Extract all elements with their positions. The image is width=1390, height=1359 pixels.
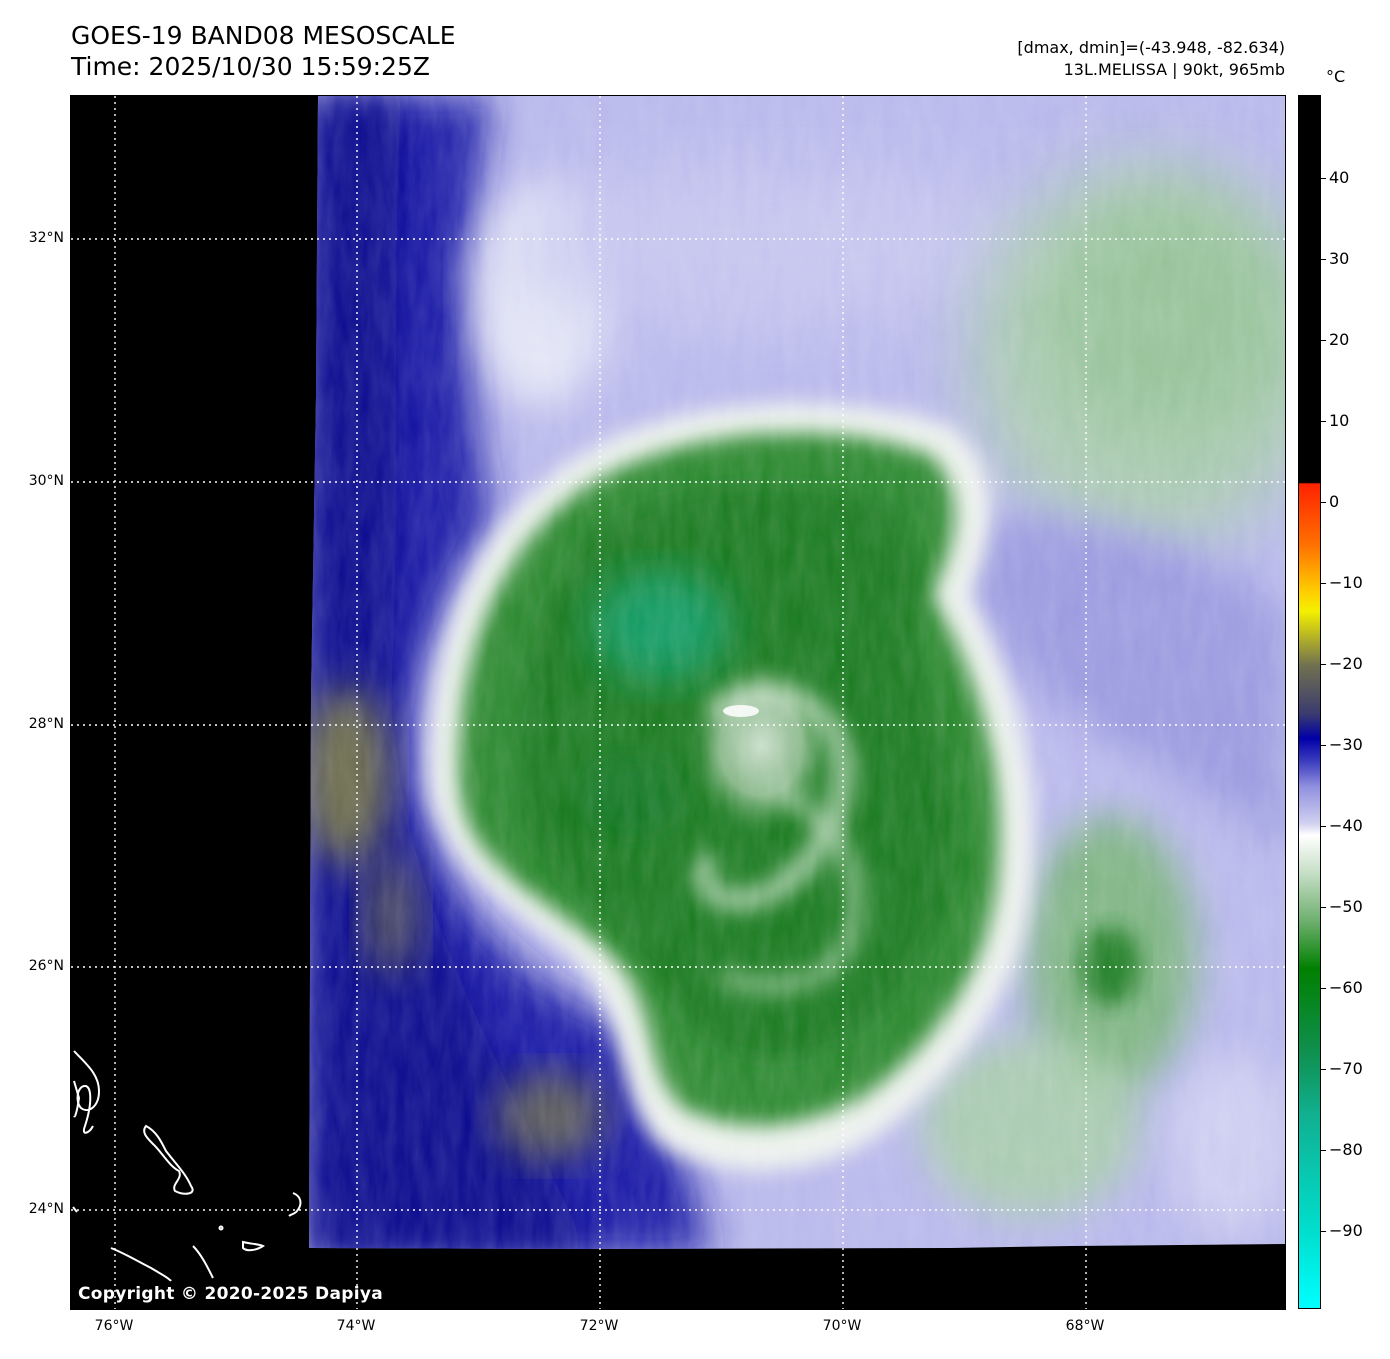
coastlines	[72, 1050, 302, 1282]
colorbar-label: 40	[1329, 168, 1350, 187]
colorbar-tick	[1321, 745, 1326, 746]
lat-label-28n: 28°N	[28, 716, 64, 732]
lat-label-24n: 24°N	[28, 1201, 64, 1217]
colorbar-unit: °C	[1326, 67, 1346, 86]
storm-info-label: 13L.MELISSA | 90kt, 965mb	[1063, 60, 1285, 79]
colorbar	[1298, 95, 1321, 1309]
lat-label-26n: 26°N	[28, 958, 64, 974]
colorbar-tick	[1321, 340, 1326, 341]
data-range-label: [dmax, dmin]=(-43.948, -82.634)	[1017, 38, 1285, 57]
satellite-image	[71, 96, 1285, 1309]
colorbar-tick	[1321, 826, 1326, 827]
lat-label-32n: 32°N	[28, 230, 64, 246]
colorbar-label: −60	[1329, 978, 1363, 997]
colorbar-label: −50	[1329, 897, 1363, 916]
colorbar-label: 20	[1329, 330, 1350, 349]
colorbar-tick	[1321, 421, 1326, 422]
lat-label-30n: 30°N	[28, 473, 64, 489]
chart-title: GOES-19 BAND08 MESOSCALE	[71, 21, 456, 50]
colorbar-label: −10	[1329, 573, 1363, 592]
satellite-image-map	[70, 95, 1286, 1310]
colorbar-label: −30	[1329, 735, 1363, 754]
colorbar-tick	[1321, 664, 1326, 665]
colorbar-tick	[1321, 907, 1326, 908]
lon-label-68w: 68°W	[1065, 1318, 1105, 1334]
colorbar-label: −70	[1329, 1059, 1363, 1078]
chart-timestamp: Time: 2025/10/30 15:59:25Z	[71, 52, 430, 81]
colorbar-label: −40	[1329, 816, 1363, 835]
colorbar-label: 10	[1329, 411, 1350, 430]
colorbar-tick	[1321, 178, 1326, 179]
colorbar-tick	[1321, 259, 1326, 260]
graticule	[71, 96, 1285, 1309]
lon-label-70w: 70°W	[822, 1318, 862, 1334]
colorbar-label: −90	[1329, 1221, 1363, 1240]
cloud-imagery	[309, 96, 1285, 1249]
colorbar-label: 0	[1329, 492, 1340, 511]
lon-label-76w: 76°W	[94, 1318, 134, 1334]
colorbar-label: 30	[1329, 249, 1350, 268]
colorbar-tick	[1321, 988, 1326, 989]
lon-label-72w: 72°W	[579, 1318, 619, 1334]
colorbar-tick	[1321, 1231, 1326, 1232]
colorbar-label: −20	[1329, 654, 1363, 673]
colorbar-tick	[1321, 502, 1326, 503]
colorbar-tick	[1321, 583, 1326, 584]
colorbar-tick	[1321, 1069, 1326, 1070]
colorbar-label: −80	[1329, 1140, 1363, 1159]
copyright-text: Copyright © 2020-2025 Dapiya	[78, 1284, 383, 1304]
colorbar-tick	[1321, 1150, 1326, 1151]
lon-label-74w: 74°W	[336, 1318, 376, 1334]
